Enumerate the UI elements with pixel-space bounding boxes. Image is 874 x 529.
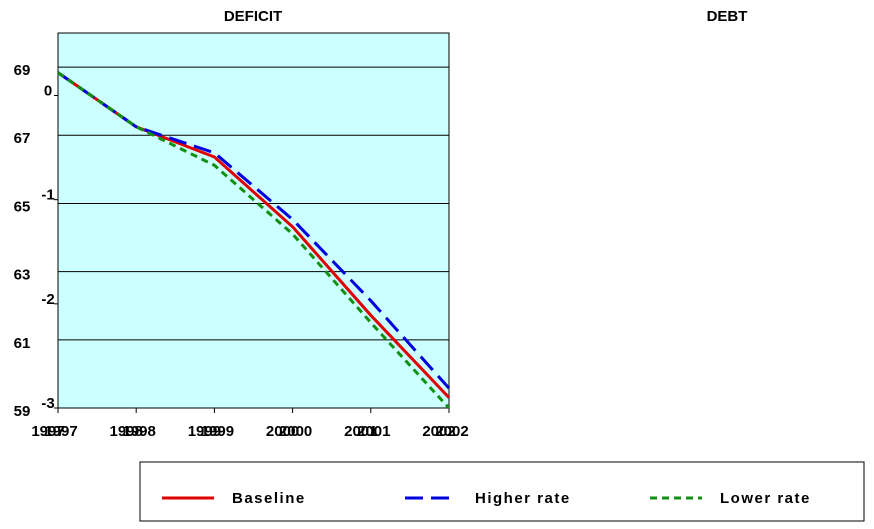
x-tick-label: 1999: [188, 423, 221, 440]
y-tick-label: 67: [14, 130, 31, 147]
chart-title: DEFICIT: [224, 8, 282, 25]
x-tick-label: 2000: [266, 423, 299, 440]
plot-border: [57, 32, 450, 409]
x-tick-label: 1997: [31, 423, 64, 440]
x-tick-label: 1999: [201, 423, 234, 440]
y-tick-label: 59: [14, 403, 31, 420]
x-tick-label: 2001: [357, 423, 390, 440]
x-tick-label: 1998: [110, 423, 143, 440]
y-tick-label: 0: [44, 82, 52, 99]
legend-label: Higher rate: [475, 490, 571, 507]
series-line: [57, 71, 451, 390]
x-tick-label: 2002: [422, 423, 455, 440]
chart-title: DEBT: [707, 8, 748, 25]
legend-label: Lower rate: [720, 490, 811, 507]
x-tick-label: 1997: [44, 423, 77, 440]
y-tick-label: 69: [14, 62, 31, 79]
series-line: [57, 71, 451, 410]
legend-label: Baseline: [232, 490, 306, 507]
y-tick-label: -3: [41, 395, 54, 412]
y-tick-label: -1: [41, 187, 54, 204]
plot-area: [58, 33, 449, 408]
x-tick-label: 2000: [279, 423, 312, 440]
y-tick-label: 61: [14, 335, 31, 352]
x-tick-label: 1998: [123, 423, 156, 440]
y-tick-label: -2: [41, 291, 54, 308]
legend-box: [139, 461, 865, 522]
y-tick-label: 63: [14, 267, 31, 284]
x-tick-label: 2002: [435, 423, 468, 440]
x-tick-label: 2001: [344, 423, 377, 440]
y-tick-label: 65: [14, 198, 31, 215]
